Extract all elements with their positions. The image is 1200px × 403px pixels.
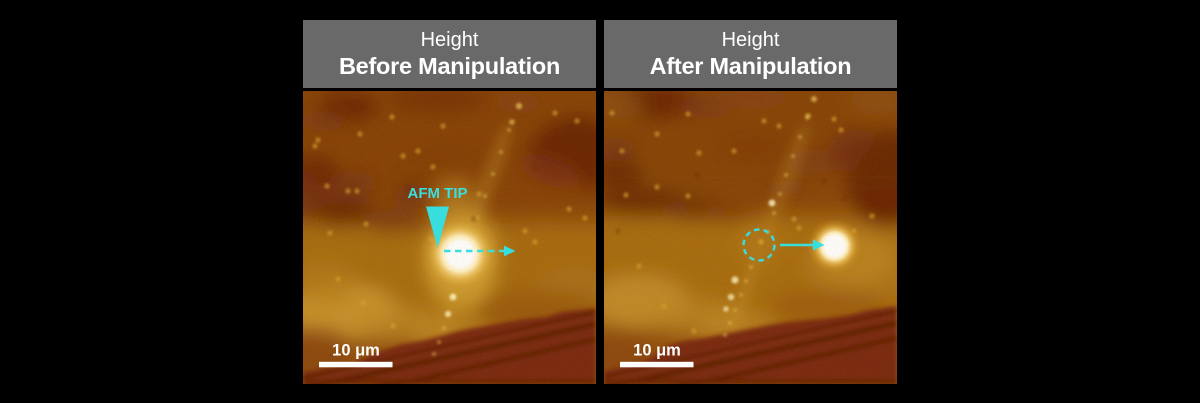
svg-text:10 μm: 10 μm xyxy=(633,342,681,360)
svg-text:AFM TIP: AFM TIP xyxy=(408,185,468,202)
svg-text:10 μm: 10 μm xyxy=(332,342,380,360)
